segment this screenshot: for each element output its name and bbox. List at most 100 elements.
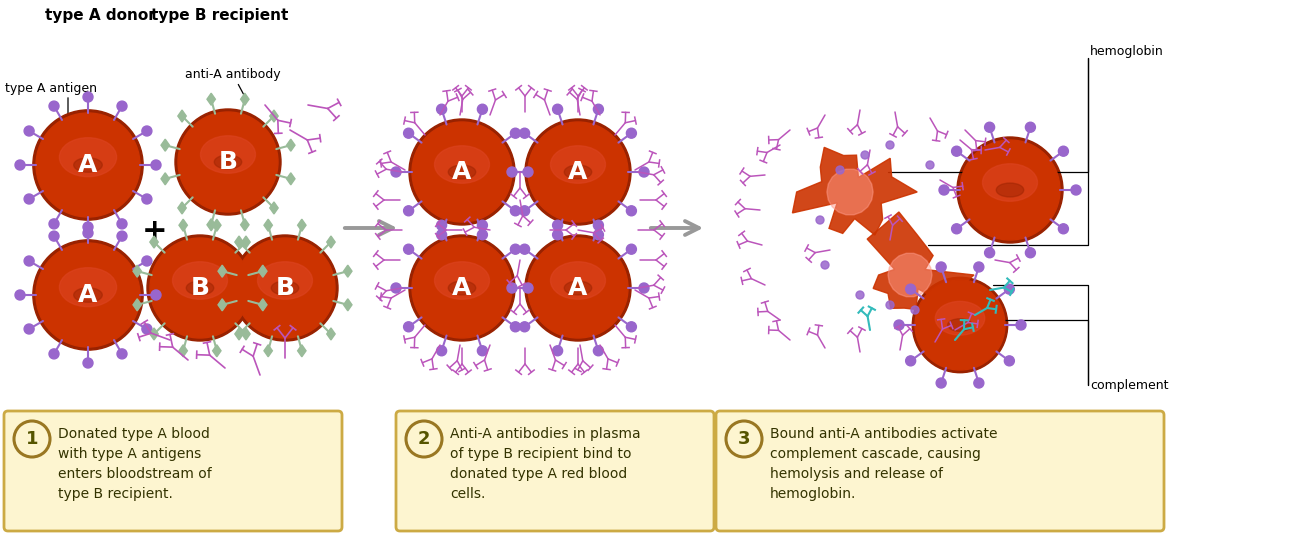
Circle shape [174, 109, 281, 215]
FancyBboxPatch shape [716, 411, 1164, 531]
Circle shape [142, 194, 152, 204]
Polygon shape [161, 139, 169, 151]
Circle shape [594, 104, 603, 114]
Circle shape [861, 151, 868, 159]
Circle shape [36, 243, 141, 347]
Text: 1: 1 [26, 430, 38, 448]
Polygon shape [150, 236, 159, 248]
Polygon shape [242, 236, 250, 248]
Text: type B recipient: type B recipient [151, 8, 289, 23]
Circle shape [142, 126, 152, 136]
Circle shape [626, 244, 637, 254]
Circle shape [49, 101, 59, 111]
Circle shape [626, 206, 637, 216]
Circle shape [552, 104, 562, 114]
Circle shape [936, 378, 947, 388]
Polygon shape [344, 265, 352, 277]
Circle shape [727, 421, 762, 457]
Text: hemoglobin: hemoglobin [1090, 45, 1164, 59]
Polygon shape [207, 93, 215, 105]
Text: B: B [219, 150, 237, 174]
Circle shape [16, 160, 25, 170]
Circle shape [25, 256, 34, 266]
Circle shape [117, 349, 128, 359]
Ellipse shape [564, 165, 591, 179]
Polygon shape [327, 236, 335, 248]
Circle shape [984, 248, 995, 258]
Text: Donated type A blood
with type A antigens
enters bloodstream of
type B recipient: Donated type A blood with type A antigen… [59, 427, 212, 501]
Polygon shape [242, 328, 250, 340]
Polygon shape [286, 173, 296, 185]
Polygon shape [234, 236, 243, 248]
Text: complement: complement [1090, 379, 1168, 391]
Circle shape [525, 119, 631, 225]
Circle shape [906, 284, 915, 294]
Circle shape [234, 238, 335, 338]
Polygon shape [212, 345, 221, 357]
Circle shape [151, 160, 161, 170]
Polygon shape [178, 345, 187, 357]
Circle shape [957, 137, 1062, 243]
Circle shape [506, 283, 517, 293]
Circle shape [960, 140, 1060, 240]
Polygon shape [270, 202, 279, 214]
Polygon shape [207, 219, 215, 231]
Circle shape [936, 262, 947, 272]
Ellipse shape [448, 165, 475, 179]
Circle shape [117, 231, 128, 241]
Circle shape [836, 166, 844, 174]
Circle shape [915, 280, 1005, 370]
Ellipse shape [948, 319, 973, 331]
Circle shape [83, 92, 92, 102]
Polygon shape [217, 265, 227, 277]
Circle shape [404, 244, 414, 254]
Text: A: A [452, 276, 471, 300]
Polygon shape [888, 253, 932, 297]
Text: 2: 2 [418, 430, 430, 448]
Polygon shape [327, 328, 335, 340]
Circle shape [83, 228, 92, 238]
Ellipse shape [258, 262, 312, 299]
Circle shape [117, 101, 128, 111]
Polygon shape [298, 219, 306, 231]
Circle shape [33, 240, 143, 350]
Text: A: A [78, 283, 98, 307]
Circle shape [939, 185, 949, 195]
Text: B: B [276, 276, 294, 300]
Circle shape [594, 346, 603, 356]
Circle shape [150, 238, 250, 338]
Polygon shape [264, 219, 272, 231]
Circle shape [855, 291, 865, 299]
Text: A: A [568, 276, 587, 300]
Text: B: B [190, 276, 210, 300]
Polygon shape [178, 219, 187, 231]
Circle shape [974, 262, 984, 272]
Circle shape [926, 161, 934, 169]
Polygon shape [867, 212, 974, 310]
Circle shape [478, 230, 487, 240]
Ellipse shape [435, 146, 490, 183]
Circle shape [83, 222, 92, 232]
Ellipse shape [74, 158, 103, 172]
Circle shape [552, 220, 562, 230]
Circle shape [409, 119, 516, 225]
Circle shape [178, 112, 279, 212]
Ellipse shape [448, 281, 475, 295]
Circle shape [594, 220, 603, 230]
Circle shape [1059, 224, 1069, 234]
Circle shape [519, 322, 530, 332]
Circle shape [1026, 248, 1035, 258]
Ellipse shape [564, 281, 591, 295]
Circle shape [1016, 320, 1026, 330]
Circle shape [626, 322, 637, 332]
Circle shape [411, 238, 512, 338]
Polygon shape [241, 219, 249, 231]
Circle shape [117, 219, 128, 229]
Text: anti-A antibody: anti-A antibody [185, 68, 281, 81]
Circle shape [639, 283, 648, 293]
Polygon shape [178, 202, 186, 214]
Circle shape [25, 194, 34, 204]
Ellipse shape [215, 155, 242, 169]
Circle shape [404, 128, 414, 138]
Ellipse shape [186, 281, 214, 295]
